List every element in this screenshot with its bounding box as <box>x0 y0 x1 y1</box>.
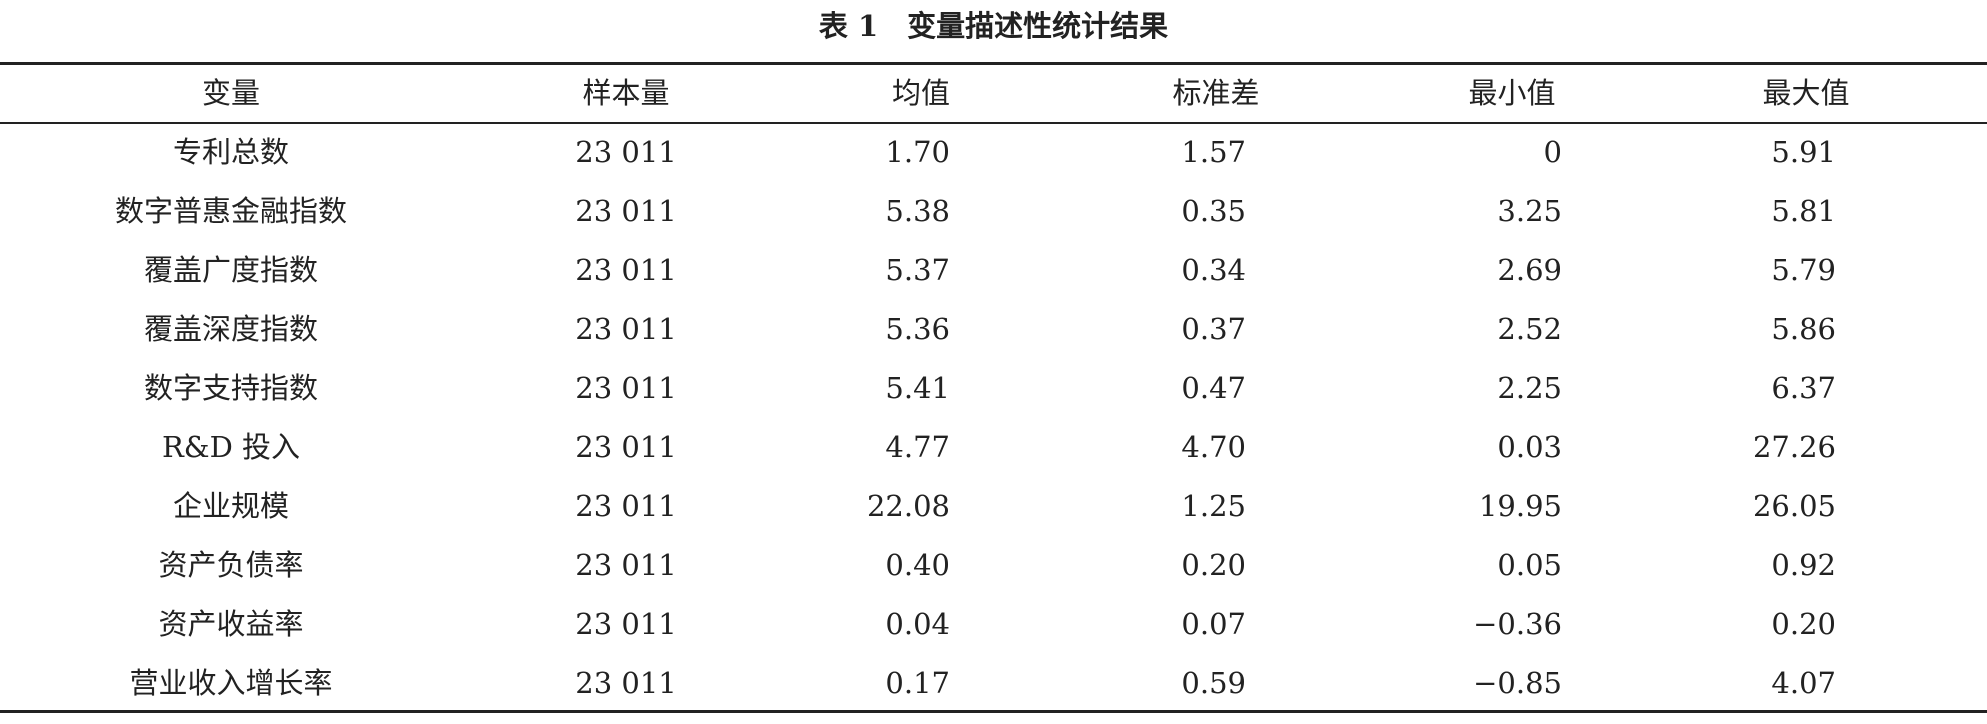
data-cell: 1.57 <box>1181 135 1246 169</box>
table-title: 表 1 变量描述性统计结果 <box>818 9 1169 43</box>
data-cell: 0.20 <box>1181 548 1246 582</box>
data-cell: 5.79 <box>1771 253 1836 287</box>
data-cell: 5.91 <box>1771 135 1836 169</box>
data-cell: 0.07 <box>1181 607 1246 641</box>
data-cell: 0.03 <box>1497 430 1562 464</box>
data-cell: 0.17 <box>885 666 950 700</box>
data-cell: 1.25 <box>1181 489 1246 523</box>
data-cell: 4.07 <box>1771 666 1836 700</box>
data-cell: 26.05 <box>1752 489 1836 523</box>
header-cell: 变量 <box>201 76 260 110</box>
data-cell: 4.77 <box>885 430 950 464</box>
data-cell: 23 011 <box>575 135 677 169</box>
data-cell: 5.36 <box>885 312 950 346</box>
data-cell: 0.40 <box>885 548 950 582</box>
data-cell: 0.34 <box>1181 253 1246 287</box>
data-cell: 0.37 <box>1181 312 1246 346</box>
row-label: R&D 投入 <box>161 430 301 464</box>
data-cell: 0.20 <box>1771 607 1836 641</box>
data-cell: 19.95 <box>1478 489 1562 523</box>
header-cell: 最大值 <box>1762 76 1850 110</box>
data-cell: 1.70 <box>885 135 950 169</box>
data-cell: −0.36 <box>1473 607 1562 641</box>
bottom-rule <box>0 710 1987 713</box>
data-cell: 5.37 <box>885 253 950 287</box>
data-cell: 0.35 <box>1181 194 1246 228</box>
data-cell: 5.38 <box>885 194 950 228</box>
data-cell: −0.85 <box>1473 666 1562 700</box>
data-cell: 0.05 <box>1497 548 1562 582</box>
top-rule <box>0 62 1987 65</box>
data-cell: 0.92 <box>1771 548 1836 582</box>
data-cell: 23 011 <box>575 194 677 228</box>
header-cell: 标准差 <box>1172 76 1260 110</box>
header-rule <box>0 122 1987 124</box>
row-label: 企业规模 <box>172 489 289 523</box>
data-cell: 23 011 <box>575 371 677 405</box>
data-cell: 23 011 <box>575 607 677 641</box>
data-cell: 6.37 <box>1771 371 1836 405</box>
data-cell: 4.70 <box>1181 430 1246 464</box>
data-cell: 5.86 <box>1771 312 1836 346</box>
data-cell: 22.08 <box>866 489 950 523</box>
row-label: 专利总数 <box>172 135 289 169</box>
data-cell: 2.52 <box>1497 312 1562 346</box>
row-label: 数字普惠金融指数 <box>114 194 347 228</box>
data-cell: 0.04 <box>885 607 950 641</box>
data-cell: 5.41 <box>885 371 950 405</box>
data-cell: 23 011 <box>575 312 677 346</box>
row-label: 资产收益率 <box>158 607 304 641</box>
header-cell: 最小值 <box>1468 76 1556 110</box>
data-cell: 3.25 <box>1497 194 1562 228</box>
header-cell: 均值 <box>891 76 950 110</box>
data-cell: 23 011 <box>575 666 677 700</box>
data-cell: 2.69 <box>1497 253 1562 287</box>
row-label: 营业收入增长率 <box>129 666 333 700</box>
data-cell: 23 011 <box>575 489 677 523</box>
data-cell: 27.26 <box>1752 430 1836 464</box>
data-cell: 0 <box>1543 135 1562 169</box>
row-label: 覆盖广度指数 <box>143 253 318 287</box>
data-cell: 23 011 <box>575 253 677 287</box>
data-cell: 23 011 <box>575 430 677 464</box>
row-label: 资产负债率 <box>158 548 304 582</box>
data-cell: 5.81 <box>1771 194 1836 228</box>
data-cell: 0.59 <box>1181 666 1246 700</box>
row-label: 数字支持指数 <box>143 371 318 405</box>
data-cell: 0.47 <box>1181 371 1246 405</box>
row-label: 覆盖深度指数 <box>143 312 318 346</box>
data-cell: 23 011 <box>575 548 677 582</box>
header-cell: 样本量 <box>582 76 670 110</box>
data-cell: 2.25 <box>1497 371 1562 405</box>
